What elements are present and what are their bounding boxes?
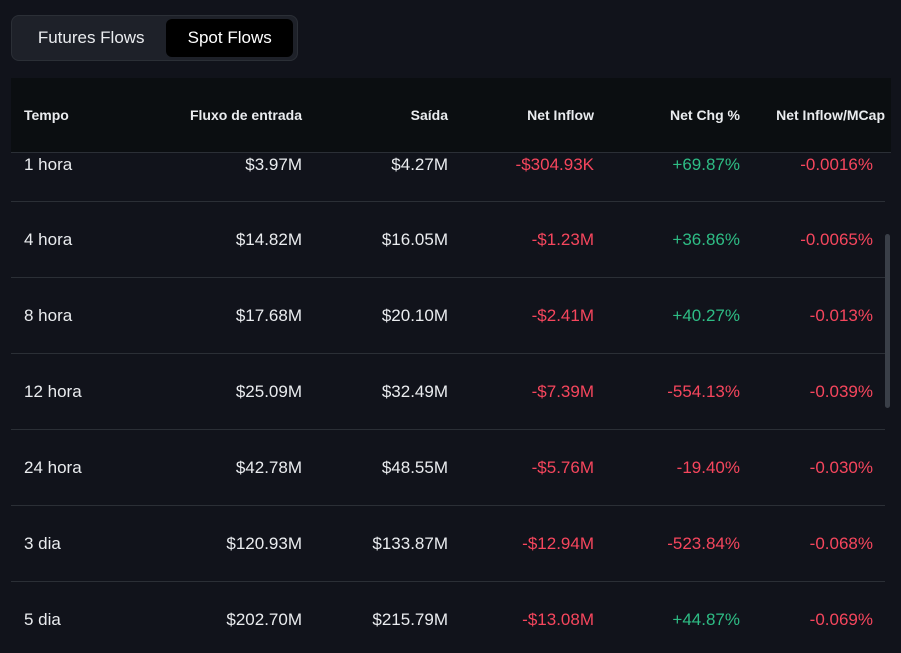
header-net-inflow-mcap[interactable]: Net Inflow/MCap <box>776 107 885 123</box>
cell-inflow: $120.93M <box>226 533 302 553</box>
cell-tempo: 5 dia <box>24 609 61 629</box>
cell-net-chg: +40.27% <box>672 305 740 325</box>
cell-tempo: 8 hora <box>24 305 73 325</box>
cell-net-chg: -19.40% <box>676 457 740 477</box>
cell-tempo: 3 dia <box>24 533 61 553</box>
cell-net-inflow-mcap: -0.069% <box>809 609 873 629</box>
vertical-scrollbar[interactable] <box>885 234 890 408</box>
cell-net-inflow-mcap: -0.068% <box>809 533 873 553</box>
cell-inflow: $17.68M <box>235 305 302 325</box>
cell-net-inflow-mcap: -0.039% <box>809 381 873 401</box>
cell-net-inflow-mcap: -0.030% <box>809 457 873 477</box>
cell-inflow: $3.97M <box>245 155 302 174</box>
cell-net-chg: +36.86% <box>672 229 740 249</box>
table-body: 1 hora $3.97M $4.27M -$304.93K +69.87% -0.001… <box>11 152 885 653</box>
tab-futures-flows[interactable]: Futures Flows <box>37 28 145 47</box>
cell-outflow: $48.55M <box>381 457 448 477</box>
cell-outflow: $16.05M <box>381 229 448 249</box>
flow-type-tabs: Futures Flows Spot Flows <box>11 15 298 61</box>
cell-outflow: $4.27M <box>391 155 448 174</box>
table-row: 12 hora $25.09M $32.49M -$7.39M -554.13% -0.0… <box>11 354 885 430</box>
cell-net-chg: -554.13% <box>667 381 740 401</box>
cell-net-inflow-mcap: -0.013% <box>809 305 873 325</box>
cell-inflow: $42.78M <box>235 457 302 477</box>
cell-net-inflow: -$304.93K <box>515 155 594 174</box>
table-row: 24 hora $42.78M $48.55M -$5.76M -19.40% -0.03… <box>11 430 885 506</box>
table-row: 4 hora $14.82M $16.05M -$1.23M +36.86% -0.006… <box>11 202 885 278</box>
cell-net-inflow: -$2.41M <box>531 305 594 325</box>
cell-net-inflow: -$13.08M <box>522 609 594 629</box>
cell-outflow: $20.10M <box>381 305 448 325</box>
cell-net-chg: +44.87% <box>672 609 740 629</box>
table-row: 8 hora $17.68M $20.10M -$2.41M +40.27% -0.013… <box>11 278 885 354</box>
header-inflow[interactable]: Fluxo de entrada <box>189 107 302 123</box>
cell-outflow: $32.49M <box>381 381 448 401</box>
cell-tempo: 1 hora <box>24 155 73 174</box>
cell-tempo: 4 hora <box>24 229 73 249</box>
cell-net-chg: -523.84% <box>667 533 740 553</box>
tab-spot-flows[interactable]: Spot Flows <box>166 19 293 57</box>
cell-outflow: $215.79M <box>372 609 448 629</box>
cell-net-inflow-mcap: -0.0065% <box>800 229 873 249</box>
cell-net-inflow: -$1.23M <box>531 229 594 249</box>
header-net-chg[interactable]: Net Chg % <box>670 107 740 123</box>
cell-tempo: 24 hora <box>24 457 82 477</box>
cell-tempo: 12 hora <box>24 381 82 401</box>
cell-net-inflow-mcap: -0.0016% <box>800 155 873 174</box>
cell-inflow: $14.82M <box>235 229 302 249</box>
header-outflow[interactable]: Saída <box>410 107 448 123</box>
cell-inflow: $25.09M <box>235 381 302 401</box>
table-row: 5 dia $202.70M $215.79M -$13.08M +44.87% -0.0… <box>11 582 885 653</box>
cell-net-inflow: -$7.39M <box>531 381 594 401</box>
cell-net-inflow: -$5.76M <box>531 457 594 477</box>
table-row: 1 hora $3.97M $4.27M -$304.93K +69.87% -0.001… <box>11 152 885 202</box>
header-tempo[interactable]: Tempo <box>24 107 69 123</box>
flows-table: Tempo Fluxo de entrada Saída Net Inflow … <box>11 78 891 653</box>
cell-net-chg: +69.87% <box>672 155 740 174</box>
table-header: Tempo Fluxo de entrada Saída Net Inflow … <box>11 78 891 153</box>
cell-net-inflow: -$12.94M <box>522 533 594 553</box>
table-row: 3 dia $120.93M $133.87M -$12.94M -523.84% -0.… <box>11 506 885 582</box>
cell-outflow: $133.87M <box>372 533 448 553</box>
header-net-inflow[interactable]: Net Inflow <box>527 107 594 123</box>
cell-inflow: $202.70M <box>226 609 302 629</box>
